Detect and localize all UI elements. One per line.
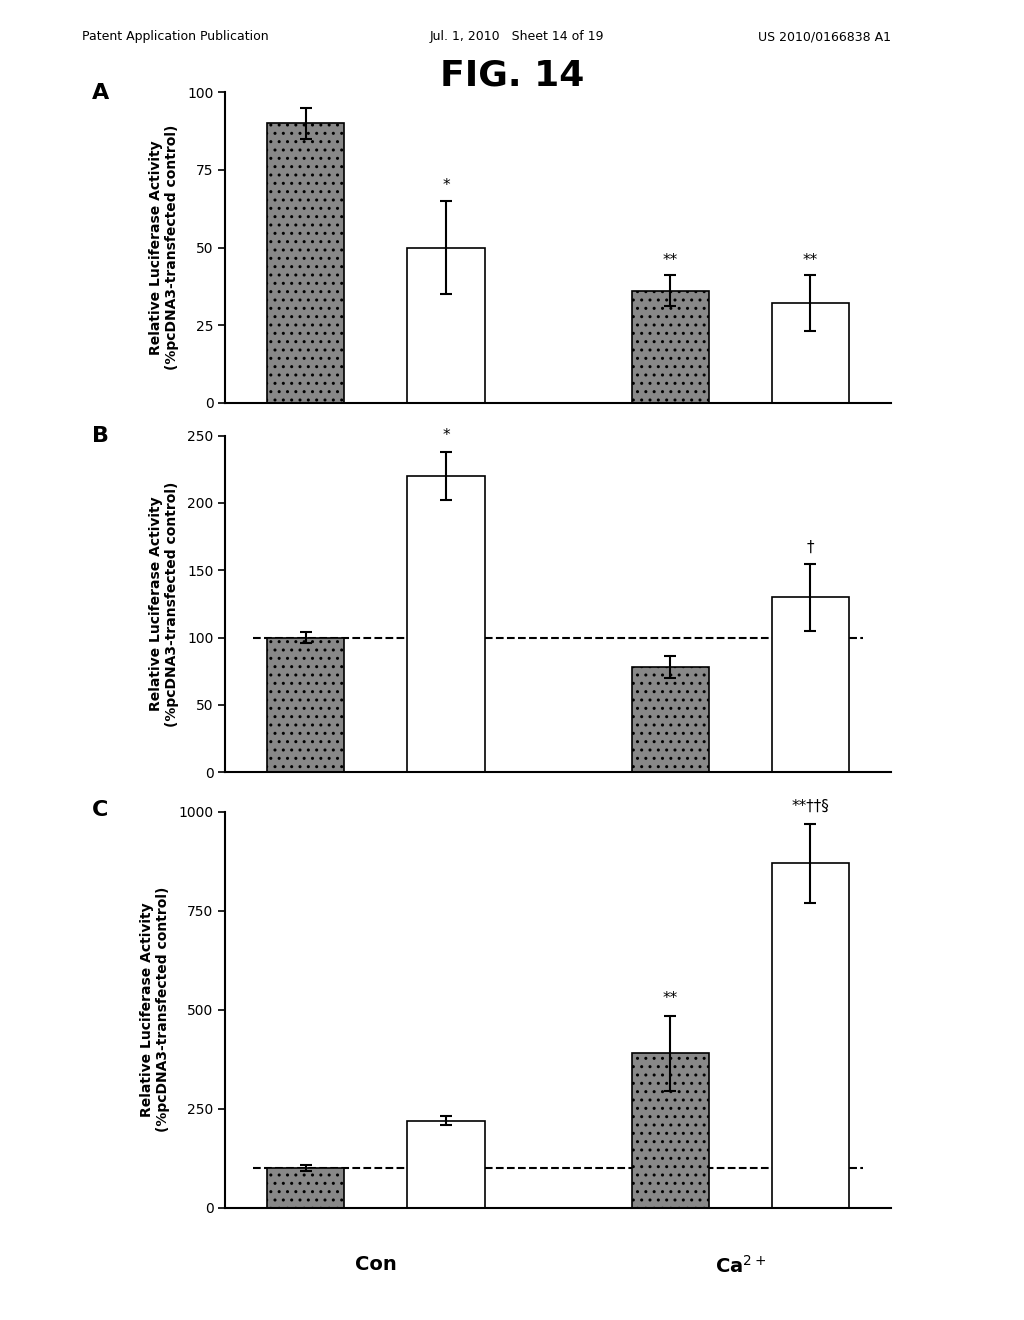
Bar [408, 248, 484, 403]
Text: Ca$^{2+}$: Ca$^{2+}$ [715, 440, 766, 462]
Text: **: ** [663, 991, 678, 1006]
Bar [632, 1053, 709, 1208]
Text: **: ** [803, 252, 818, 268]
Text: Ca$^{2+}$: Ca$^{2+}$ [715, 1255, 766, 1278]
Text: US 2010/0166838 A1: US 2010/0166838 A1 [758, 30, 891, 44]
Text: Ca$^{2+}$: Ca$^{2+}$ [715, 813, 766, 834]
Bar [772, 304, 849, 403]
Text: B: B [92, 425, 110, 446]
Text: C: C [92, 800, 109, 820]
Bar [267, 124, 344, 403]
Text: Con: Con [355, 1255, 396, 1274]
Text: *: * [442, 429, 450, 444]
Bar [408, 477, 484, 772]
Bar [772, 597, 849, 772]
Text: **††§: **††§ [792, 799, 829, 813]
Bar [267, 1168, 344, 1208]
Text: A: A [92, 83, 110, 103]
Text: Con: Con [355, 440, 396, 459]
Text: **: ** [663, 252, 678, 268]
Bar [267, 638, 344, 772]
Y-axis label: Relative Luciferase Activity
(%pcDNA3-transfected control): Relative Luciferase Activity (%pcDNA3-tr… [148, 125, 179, 370]
Text: †: † [807, 540, 814, 556]
Y-axis label: Relative Luciferase Activity
(%pcDNA3-transfected control): Relative Luciferase Activity (%pcDNA3-tr… [148, 482, 179, 726]
Bar [632, 667, 709, 772]
Y-axis label: Relative Luciferase Activity
(%pcDNA3-transfected control): Relative Luciferase Activity (%pcDNA3-tr… [140, 887, 170, 1133]
Text: Patent Application Publication: Patent Application Publication [82, 30, 268, 44]
Text: FIG. 14: FIG. 14 [440, 58, 584, 92]
Bar [632, 290, 709, 403]
Text: Jul. 1, 2010   Sheet 14 of 19: Jul. 1, 2010 Sheet 14 of 19 [430, 30, 604, 44]
Bar [772, 863, 849, 1208]
Text: *: * [442, 178, 450, 193]
Text: Con: Con [355, 813, 396, 832]
Bar [408, 1121, 484, 1208]
